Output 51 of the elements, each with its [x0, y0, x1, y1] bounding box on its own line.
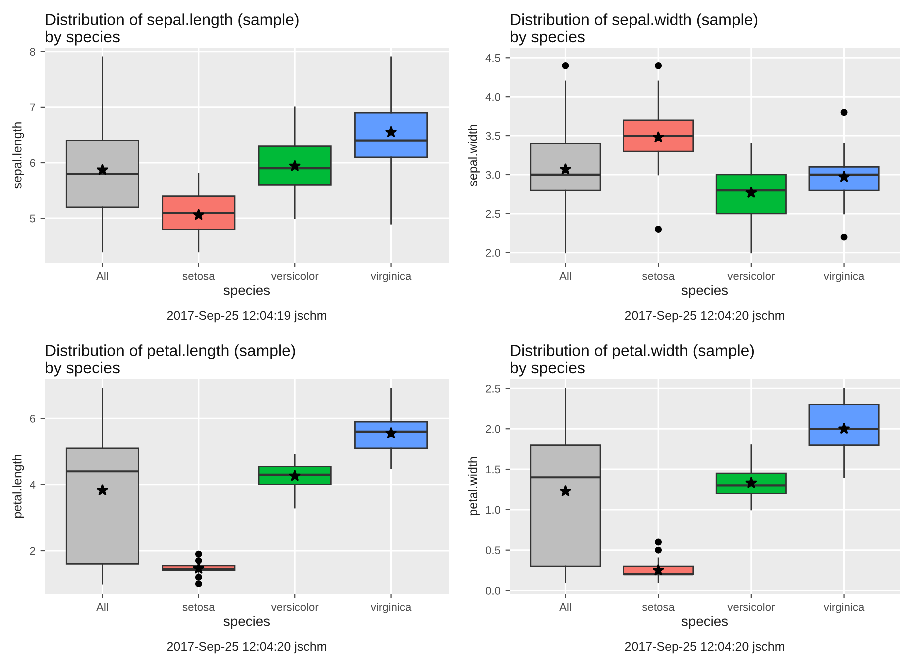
y-axis-title: sepal.length — [12, 122, 24, 189]
x-tick-label: virginica — [824, 603, 865, 614]
text: 2017-Sep-25 12:04:20 jschm — [625, 642, 784, 654]
x-tick-label: versicolor — [271, 272, 319, 280]
x-tick-label: All — [96, 272, 108, 280]
x-tick-label: versicolor — [728, 272, 776, 280]
x-tick-label: virginica — [370, 603, 412, 614]
x-tick-label: setosa — [642, 272, 675, 280]
x-tick-label: versicolor — [271, 603, 319, 612]
y-tick-label: 6 — [30, 414, 36, 423]
y-axis-title: sepal.width — [468, 125, 480, 186]
chart-title: Distribution of petal.length (sample) by species — [46, 344, 296, 377]
x-axis-title: species — [224, 285, 270, 298]
x-axis-title: species — [682, 616, 728, 630]
y-tick-label: 8 — [30, 48, 36, 56]
chart-title: Distribution of petal.width (sample) by species — [511, 344, 754, 377]
y-tick-label: 2 — [30, 547, 36, 556]
x-tick-label: All — [560, 603, 572, 612]
chart-title: Distribution of sepal.width (sample) by species — [511, 14, 758, 46]
y-tick-label: 2.5 — [486, 384, 501, 393]
y-tick-label: 2.0 — [486, 249, 501, 258]
x-tick-label: All — [96, 603, 108, 612]
x-axis-title: species — [682, 285, 728, 298]
x-tick-label: setosa — [182, 272, 216, 280]
y-tick-label: 4.0 — [486, 93, 501, 102]
x-axis-title: species — [224, 616, 270, 630]
y-tick-label: 6 — [30, 159, 36, 168]
chart-title: Distribution of sepal.length (sample) by species — [46, 14, 299, 46]
y-tick-label: 0.5 — [486, 546, 501, 554]
y-tick-label: 4 — [30, 481, 36, 489]
y-tick-label: 1.5 — [486, 466, 501, 474]
y-axis-title: petal.length — [12, 454, 24, 518]
y-tick-label: 7 — [30, 104, 36, 112]
y-axis-title: petal.width — [468, 457, 480, 516]
text: 2017-Sep-25 12:04:20 jschm — [167, 642, 326, 654]
y-tick-label: 3.5 — [486, 132, 501, 140]
y-tick-label: 2.0 — [486, 425, 501, 434]
x-tick-label: virginica — [370, 272, 412, 282]
x-tick-label: setosa — [642, 604, 675, 612]
text: 2017-Sep-25 12:04:20 jschm — [625, 310, 784, 323]
x-tick-label: versicolor — [728, 603, 776, 612]
x-tick-label: All — [560, 272, 572, 280]
x-tick-label: virginica — [824, 272, 865, 282]
y-tick-label: 5 — [30, 214, 36, 223]
y-tick-label: 2.5 — [486, 210, 501, 218]
x-tick-label: setosa — [182, 604, 216, 612]
y-tick-label: 3.0 — [486, 171, 501, 180]
y-tick-label: 1.0 — [486, 506, 501, 514]
y-tick-label: 4.5 — [486, 54, 501, 62]
y-tick-label: 0.0 — [486, 587, 501, 595]
text: 2017-Sep-25 12:04:19 jschm — [167, 310, 326, 323]
